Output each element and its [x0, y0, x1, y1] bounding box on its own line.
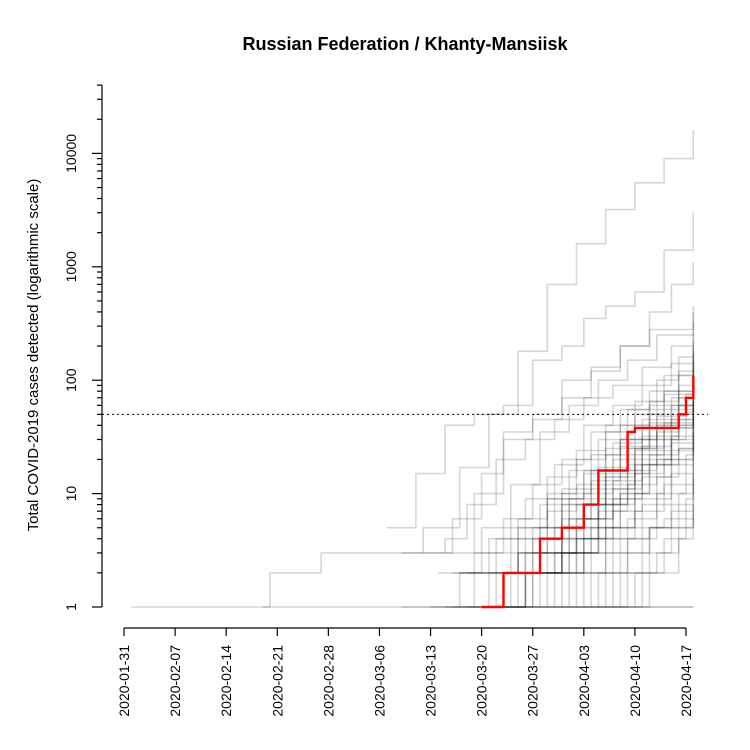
y-tick-label: 1000	[63, 251, 79, 282]
x-tick-label: 2020-02-21	[269, 645, 285, 717]
background-series-line-44	[576, 422, 695, 574]
background-series-line-8	[467, 333, 695, 574]
y-tick-label: 100	[63, 368, 79, 392]
x-tick-label: 2020-02-14	[218, 645, 234, 717]
x-tick-label: 2020-02-28	[320, 645, 336, 717]
x-tick-label: 2020-04-17	[678, 645, 694, 717]
background-series-line-9	[481, 341, 695, 608]
background-series-line-48	[532, 388, 695, 554]
background-series-line-4	[445, 262, 695, 554]
background-series-line-13	[437, 371, 695, 574]
background-series-line-2	[262, 130, 695, 608]
background-series-line-32	[569, 431, 695, 608]
background-series-line-19	[518, 425, 695, 608]
background-series-line-7	[401, 321, 695, 554]
background-series-line-20	[532, 436, 695, 608]
background-series-line-10	[459, 348, 695, 574]
x-tick-label: 2020-04-10	[627, 645, 643, 717]
background-series-line-12	[488, 363, 695, 608]
y-axis-label: Total COVID-2019 cases detected (logarit…	[25, 179, 42, 532]
background-series-line-27	[525, 397, 695, 608]
background-series-line-25	[401, 504, 695, 608]
x-tick-label: 2020-03-20	[474, 645, 490, 717]
background-series-line-26	[481, 518, 695, 608]
background-series-line-50	[569, 407, 695, 554]
background-series-line-22	[547, 459, 695, 608]
background-series-line-34	[591, 464, 695, 608]
background-series-line-45	[598, 446, 695, 608]
x-tick-label: 2020-04-03	[576, 645, 592, 717]
background-series-line-24	[576, 504, 695, 608]
background-series-line-35	[605, 484, 695, 608]
y-tick-label: 10	[63, 486, 79, 502]
y-tick-label: 10000	[63, 134, 79, 173]
x-tick-label: 2020-03-27	[525, 645, 541, 717]
background-series-line-47	[430, 360, 695, 608]
background-series-line-23	[561, 473, 695, 608]
background-series-line-39	[503, 346, 695, 608]
highlight-series-line	[481, 376, 695, 609]
x-tick-label: 2020-02-07	[167, 645, 183, 717]
background-series-line-41	[561, 416, 695, 574]
background-series-line-40	[547, 409, 695, 574]
background-series-line-21	[445, 448, 695, 608]
chart-title: Russian Federation / Khanty-Mansiisk	[242, 34, 568, 54]
background-series-line-29	[488, 367, 695, 574]
background-series-line-31	[554, 419, 695, 608]
background-series-line-6	[452, 311, 695, 574]
background-series-line-5	[423, 306, 695, 554]
axes: 1 10 100 1000 10000 2020-01-31 2020-02-07 2020-…	[63, 84, 694, 717]
background-series-line-28	[540, 385, 695, 608]
x-tick-label: 2020-03-06	[371, 645, 387, 717]
y-tick-label: 1	[63, 603, 79, 611]
x-tick-label: 2020-03-13	[423, 645, 439, 717]
background-series-line-43	[540, 442, 695, 574]
x-tick-label: 2020-01-31	[116, 645, 132, 717]
background-series-line-51	[525, 420, 695, 574]
background-series-line-30	[474, 354, 695, 554]
background-series-line-3	[386, 212, 695, 529]
background-series-line-16	[467, 397, 695, 608]
background-series-line-33	[583, 439, 695, 608]
plot-area	[102, 130, 708, 609]
background-series-line-52	[620, 511, 695, 608]
background-series-line-46	[613, 477, 695, 608]
background-series-line-18	[452, 414, 695, 608]
